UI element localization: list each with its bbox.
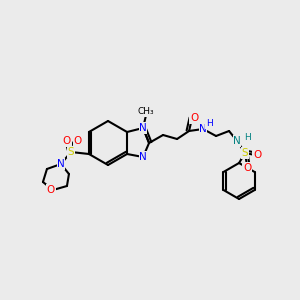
- Text: N: N: [57, 159, 65, 169]
- Text: O: O: [243, 163, 251, 173]
- Text: S: S: [68, 147, 74, 157]
- Text: O: O: [47, 185, 55, 195]
- Text: N: N: [139, 123, 147, 133]
- Text: CH₃: CH₃: [138, 107, 154, 116]
- Text: N: N: [233, 136, 241, 146]
- Text: H: H: [244, 134, 250, 142]
- Text: O: O: [253, 150, 261, 160]
- Text: N: N: [199, 124, 207, 134]
- Text: N: N: [139, 152, 147, 162]
- Text: O: O: [74, 136, 82, 146]
- Text: H: H: [206, 119, 212, 128]
- Text: O: O: [190, 113, 198, 123]
- Text: S: S: [242, 148, 248, 158]
- Text: O: O: [63, 136, 71, 146]
